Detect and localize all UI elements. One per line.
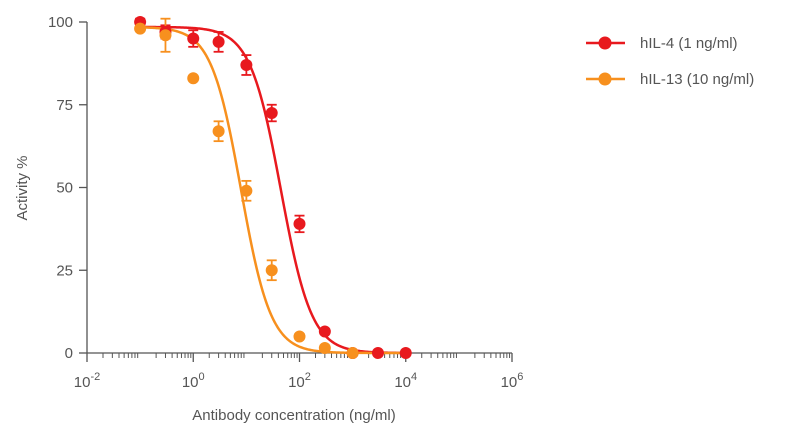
x-tick-label: 10-2 — [74, 371, 100, 391]
series-1-fit-curve — [137, 25, 408, 355]
series-1-point — [212, 35, 225, 48]
series-1-point — [399, 347, 412, 359]
series-1-point — [240, 59, 253, 72]
y-axis-label: Activity % — [14, 155, 31, 220]
series-2-point — [212, 125, 225, 138]
x-axis-label: Antibody concentration (ng/ml) — [192, 407, 395, 424]
series-2-point — [159, 29, 172, 42]
series-2-point — [265, 264, 278, 277]
y-tick-label: 75 — [56, 97, 73, 114]
y-tick-label: 50 — [56, 180, 73, 197]
legend-series-2-label: hIL-13 (10 ng/ml) — [640, 71, 754, 88]
series-2-point — [346, 347, 359, 359]
series-1-point — [371, 347, 384, 359]
y-tick-label: 25 — [56, 262, 73, 279]
error-bars — [135, 17, 305, 282]
data-points — [134, 16, 412, 359]
series-1-point — [187, 32, 200, 45]
legend-series-2-marker — [598, 72, 612, 86]
chart-legend: hIL-4 (1 ng/ml) hIL-13 (10 ng/ml) — [586, 35, 754, 88]
x-tick-label: 102 — [288, 371, 311, 391]
y-tick-label: 0 — [65, 345, 73, 362]
chart-axes: 0 25 50 75 100 10-2 100 102 104 106 — [48, 14, 523, 391]
series-1-point — [265, 107, 278, 120]
series-1-point — [318, 325, 331, 338]
legend-series-1-label: hIL-4 (1 ng/ml) — [640, 35, 738, 52]
series-2-point — [134, 22, 147, 35]
x-tick-label: 106 — [501, 371, 524, 391]
x-tick-label: 104 — [394, 371, 417, 391]
series-2-point — [187, 72, 200, 85]
series-2-point — [318, 342, 331, 355]
y-tick-label: 100 — [48, 14, 73, 31]
series-1-point — [293, 217, 306, 230]
series-2-point — [293, 330, 306, 343]
series-2-point — [240, 184, 253, 197]
x-tick-label: 100 — [182, 371, 205, 391]
series-2-fit-curve — [137, 26, 408, 355]
legend-series-1-marker — [598, 36, 612, 50]
fit-curves — [137, 25, 408, 355]
